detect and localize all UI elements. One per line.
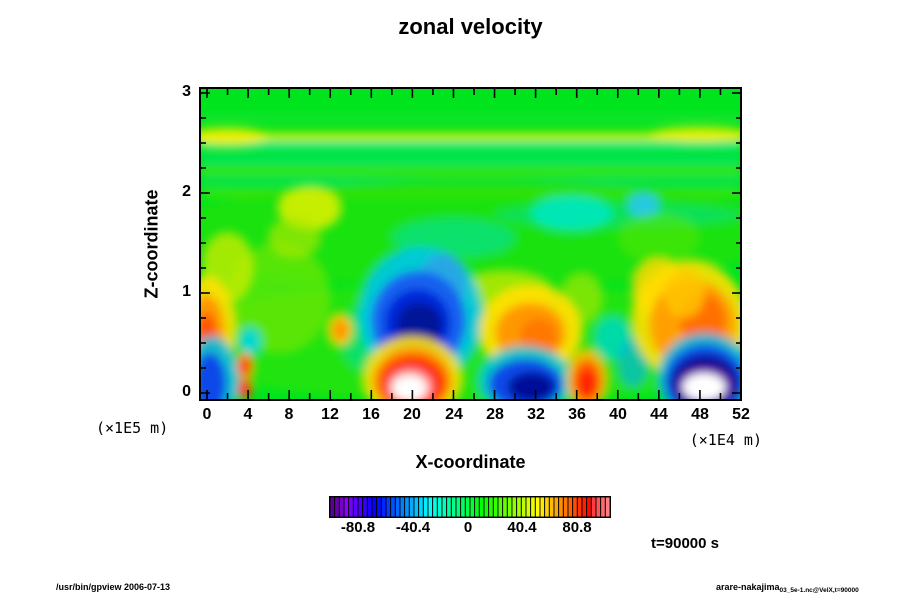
footer-source: arare-nakajima03_5e-1.nc@VelX,t=90000 xyxy=(716,582,859,594)
colorbar-label-4: 80.8 xyxy=(562,519,592,536)
colorbar-label-0: -80.8 xyxy=(340,519,376,536)
x-tick-label-0: 0 xyxy=(202,406,212,423)
footer-command: /usr/bin/gpview 2006-07-13 xyxy=(56,582,171,592)
y-tick-label-0: 0 xyxy=(182,383,191,400)
x-tick-label-10: 40 xyxy=(609,406,627,423)
y-axis-unit: (×1E5 m) xyxy=(96,419,169,437)
colorbar-label-2: 0 xyxy=(463,519,473,536)
x-tick-label-8: 32 xyxy=(527,406,545,423)
x-tick-label-6: 24 xyxy=(445,406,463,423)
time-annotation: t=90000 s xyxy=(651,535,719,552)
colorbar-label-3: 40.4 xyxy=(507,519,537,536)
contour-plot xyxy=(199,87,742,401)
colorbar xyxy=(329,496,611,518)
x-axis-label: X-coordinate xyxy=(415,452,526,472)
x-tick-label-1: 4 xyxy=(243,406,253,423)
x-tick-label-9: 36 xyxy=(568,406,586,423)
footer-source-detail: 03_5e-1.nc@VelX,t=90000 xyxy=(779,587,859,594)
x-tick-label-4: 16 xyxy=(362,406,380,423)
y-axis-label: Z-coordinate xyxy=(141,189,162,299)
y-tick-label-2: 2 xyxy=(182,183,191,200)
x-tick-label-12: 48 xyxy=(691,406,709,423)
footer-source-name: arare-nakajima xyxy=(716,582,780,592)
x-tick-label-13: 52 xyxy=(732,406,750,423)
x-tick-label-7: 28 xyxy=(486,406,504,423)
x-tick-label-5: 20 xyxy=(403,406,421,423)
x-tick-label-2: 8 xyxy=(284,406,294,423)
plot-title: zonal velocity xyxy=(398,14,543,39)
x-tick-label-11: 44 xyxy=(650,406,668,423)
x-tick-label-3: 12 xyxy=(321,406,339,423)
colorbar-label-1: -40.4 xyxy=(395,519,431,536)
y-tick-label-1: 1 xyxy=(182,283,191,300)
y-tick-label-3: 3 xyxy=(182,83,191,100)
x-axis-unit: (×1E4 m) xyxy=(689,431,762,449)
